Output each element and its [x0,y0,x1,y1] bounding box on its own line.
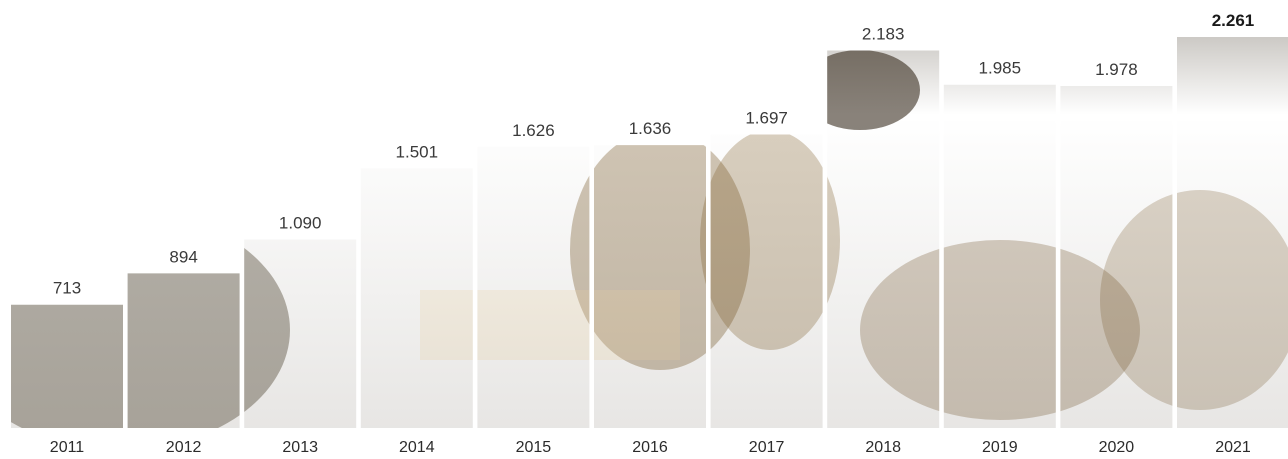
value-label-2013: 1.090 [279,214,322,233]
bar-2011 [11,305,123,428]
value-label-2012: 894 [169,247,197,266]
value-label-2021: 2.261 [1212,11,1255,30]
bar-2012 [128,273,240,428]
value-label-2016: 1.636 [629,119,672,138]
bar-2017 [711,135,823,428]
value-label-2015: 1.626 [512,121,555,140]
value-label-2020: 1.978 [1095,60,1138,79]
tick-label-2017: 2017 [749,439,785,456]
tick-label-2014: 2014 [399,439,435,456]
tick-label-2018: 2018 [865,439,901,456]
tick-label-2012: 2012 [166,439,202,456]
bar-2016 [594,145,706,428]
bar-2015 [477,147,589,428]
value-label-2014: 1.501 [396,142,439,161]
bar-2020 [1060,86,1172,428]
bar-2013 [244,240,356,428]
tick-label-2013: 2013 [282,439,318,456]
bar-2021 [1177,37,1288,428]
x-axis-tick-labels: 2011 2012 2013 2014 2015 2016 2017 2018 2019 2020… [50,439,1251,456]
tick-label-2011: 2011 [50,439,85,456]
bar-2014 [361,168,473,428]
value-label-2017: 1.697 [745,109,788,128]
tick-label-2015: 2015 [516,439,552,456]
tick-label-2019: 2019 [982,439,1018,456]
value-label-2018: 2.183 [862,24,905,43]
tick-label-2020: 2020 [1099,439,1135,456]
value-label-2019: 1.985 [979,59,1022,78]
tick-label-2016: 2016 [632,439,668,456]
value-label-2011: 713 [53,279,81,298]
bar-2018 [827,50,939,428]
tick-label-2021: 2021 [1215,439,1251,456]
bar-2019 [944,85,1056,428]
